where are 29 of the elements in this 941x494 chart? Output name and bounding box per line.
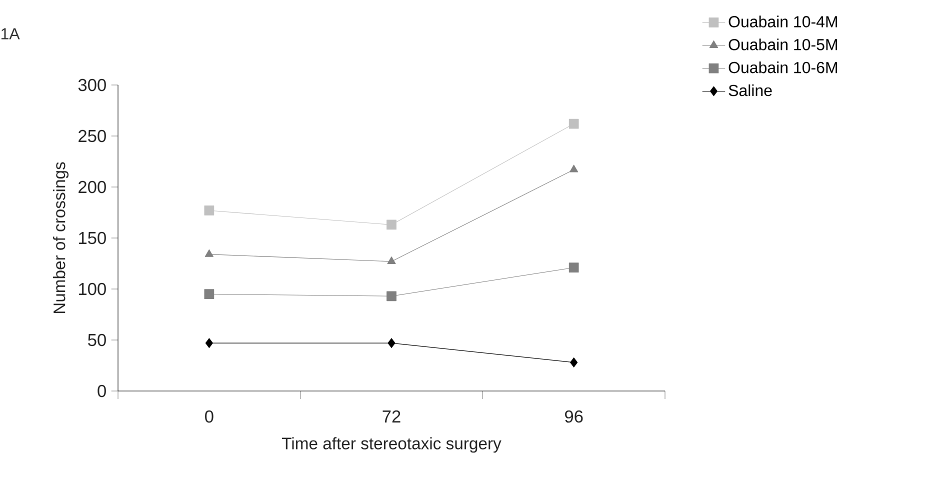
- y-tick-label: 100: [79, 282, 106, 296]
- point: [570, 164, 578, 172]
- point: [568, 118, 579, 129]
- legend-label: Ouabain 10-6M: [728, 61, 837, 74]
- point: [388, 338, 396, 348]
- point: [570, 358, 578, 368]
- point: [205, 338, 213, 348]
- x-tick-label: 72: [382, 410, 400, 422]
- x-axis-title: Time after stereotaxic surgery: [282, 437, 502, 453]
- y-tick-label: 150: [79, 232, 106, 244]
- y-axis-title: Number of crossings: [53, 162, 69, 314]
- legend-label: Ouabain 10-5M: [728, 38, 837, 50]
- y-tick-label: 0: [98, 384, 106, 398]
- point: [568, 262, 579, 273]
- legend-label: Ouabain 10-4M: [728, 16, 837, 28]
- y-tick-label: 50: [88, 334, 106, 346]
- legend-label: Saline: [728, 84, 772, 96]
- y-tick-label: 200: [78, 180, 106, 194]
- point: [204, 289, 214, 300]
- point: [204, 206, 214, 216]
- point: [204, 249, 214, 257]
- x-tick-label: 96: [565, 410, 583, 423]
- chart-title: 1A: [1, 28, 20, 40]
- point: [387, 256, 396, 264]
- x-tick-label: 0: [205, 410, 214, 423]
- y-tick-label: 300: [78, 78, 106, 92]
- y-tick-label: 250: [78, 130, 106, 142]
- point: [386, 220, 396, 230]
- point: [386, 291, 396, 302]
